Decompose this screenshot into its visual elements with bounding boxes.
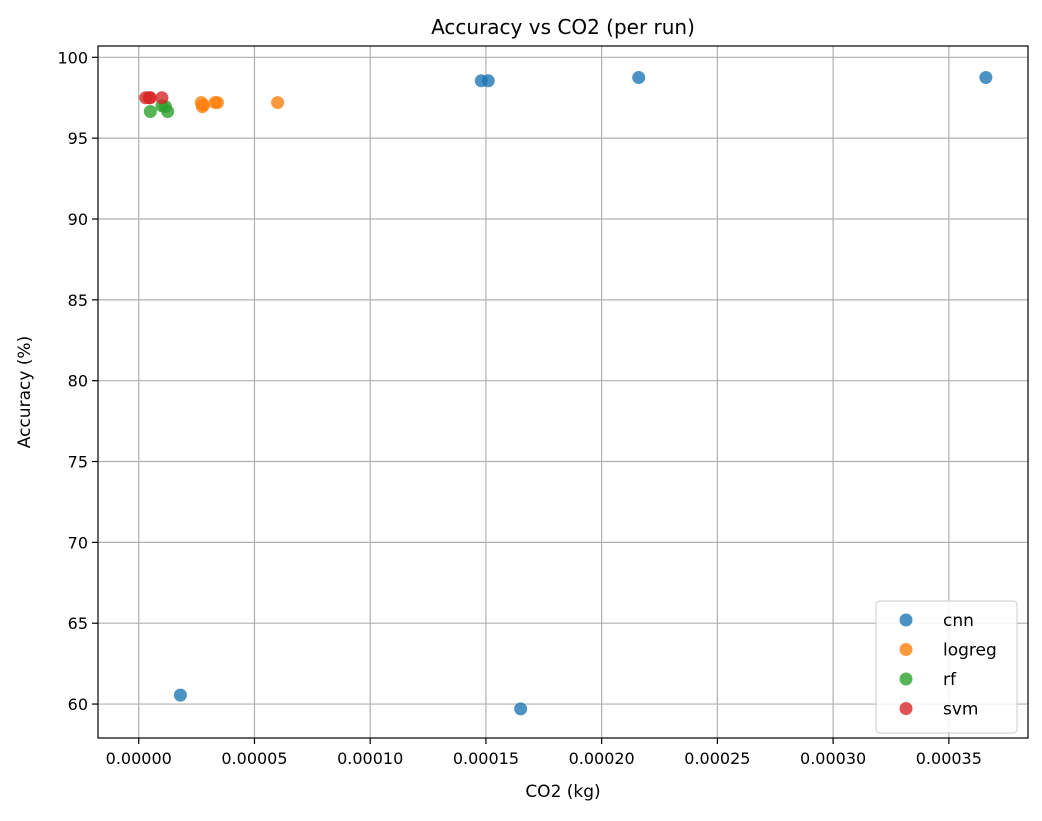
x-tick-label: 0.00010 — [337, 749, 403, 768]
data-point-svm — [143, 91, 157, 105]
y-tick-label: 90 — [68, 210, 88, 229]
y-tick-label: 70 — [68, 533, 88, 552]
legend-label: cnn — [943, 611, 974, 631]
y-tick-label: 60 — [68, 695, 88, 714]
y-tick-label: 75 — [68, 453, 88, 472]
x-tick-label: 0.00020 — [569, 749, 635, 768]
x-tick-label: 0.00035 — [916, 749, 982, 768]
data-point-logreg — [210, 96, 224, 110]
legend-label: svm — [943, 700, 978, 720]
x-tick-label: 0.00000 — [106, 749, 172, 768]
data-point-cnn — [173, 688, 187, 702]
y-tick-label: 80 — [68, 372, 88, 391]
x-tick-label: 0.00015 — [453, 749, 519, 768]
x-tick-label: 0.00025 — [684, 749, 750, 768]
data-point-svm — [155, 91, 169, 105]
axis-ticks: 0.00000 0.00005 0.00010 0.00015 0.00020 0.000… — [57, 48, 981, 768]
legend-label: rf — [943, 670, 957, 690]
data-point-cnn — [979, 71, 993, 85]
y-tick-label: 95 — [68, 129, 88, 148]
data-point-rf — [143, 104, 157, 118]
legend-marker-logreg — [899, 643, 913, 656]
legend-marker-cnn — [899, 613, 913, 627]
legend: cnn logreg rf svm — [875, 600, 1018, 734]
x-tick-label: 0.00030 — [800, 749, 866, 768]
data-point-logreg — [271, 96, 285, 110]
legend-label: logreg — [943, 641, 997, 661]
data-point-cnn — [481, 74, 495, 88]
y-tick-label: 65 — [68, 614, 88, 633]
legend-box — [875, 600, 1018, 734]
legend-marker-svm — [899, 702, 913, 715]
x-tick-label: 0.00005 — [221, 749, 287, 768]
data-point-logreg — [197, 98, 211, 112]
data-point-cnn — [632, 71, 646, 85]
y-tick-label: 100 — [57, 48, 88, 67]
data-points — [139, 71, 993, 716]
chart-title: Accuracy vs CO2 (per run) — [431, 15, 695, 39]
legend-marker-rf — [899, 672, 913, 686]
x-axis-label: CO2 (kg) — [525, 782, 600, 802]
data-point-cnn — [514, 702, 528, 716]
data-point-rf — [161, 104, 175, 118]
grid — [98, 46, 1028, 738]
y-axis-label: Accuracy (%) — [15, 336, 35, 448]
y-tick-label: 85 — [68, 291, 88, 310]
plot-frame — [97, 45, 1029, 739]
